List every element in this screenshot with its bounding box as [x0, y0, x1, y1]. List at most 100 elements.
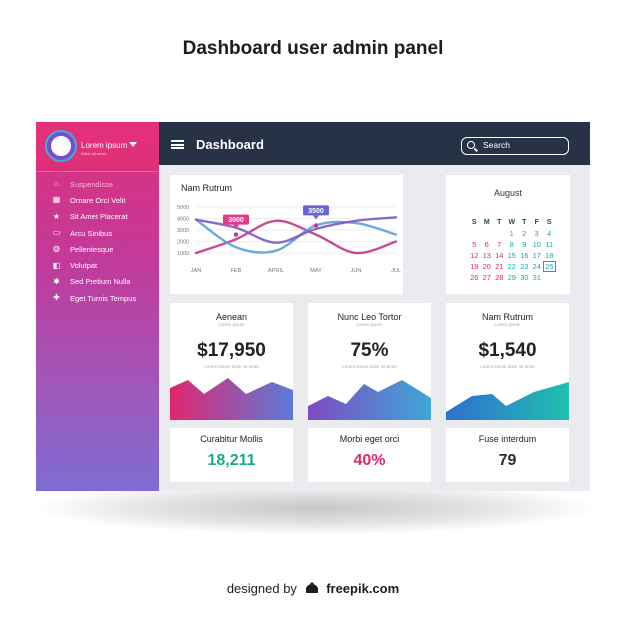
menu-icon[interactable] — [171, 140, 184, 149]
footer-brand[interactable]: freepik.com — [326, 581, 400, 596]
user-header[interactable]: Lorem ipsum Dolor sit amet — [36, 122, 159, 172]
annotation-point[interactable] — [233, 232, 239, 237]
calendar-day[interactable]: 6 — [484, 240, 489, 249]
annotation-box — [223, 214, 249, 225]
avatar[interactable] — [47, 132, 75, 160]
topbar-title: Dashboard — [196, 137, 264, 152]
calendar-day[interactable]: 23 — [520, 262, 529, 271]
sidebar-item-7[interactable]: ✚ Eget Turnis Tempus — [36, 290, 159, 306]
calendar-day[interactable]: 20 — [482, 262, 491, 271]
annotation-label: 3500 — [308, 208, 324, 215]
globe-icon: ◍ — [53, 244, 60, 254]
sidebar-item-0[interactable]: ⌂ Suspendisse — [36, 176, 159, 192]
freepik-logo-icon — [305, 582, 318, 593]
page-title: Dashboard user admin panel — [182, 38, 444, 59]
calendar-day[interactable]: 29 — [507, 273, 516, 282]
search-input[interactable]: Search — [461, 137, 569, 155]
calendar-day[interactable]: 12 — [470, 251, 479, 260]
calendar-weekday: T — [497, 219, 502, 226]
stat-subtitle: Lorem ipsum — [218, 322, 245, 327]
calendar-day[interactable]: 14 — [495, 251, 504, 260]
stat-description: Lorem ipsum dolor sit amet — [480, 364, 535, 369]
calendar-day[interactable]: 18 — [545, 251, 554, 260]
annotation-point[interactable] — [313, 223, 319, 228]
calendar-day[interactable]: 24 — [532, 262, 541, 271]
calendar-day[interactable]: 3 — [534, 229, 539, 238]
y-tick-label: 2000 — [177, 240, 189, 246]
line-chart-card: Nam Rutrum 1000 2000 3000 4000 5000 JAN FEB APR… — [170, 175, 403, 294]
annotation-pointer — [233, 224, 239, 229]
calendar-week-row: 26 27 28 29 30 31 — [468, 272, 556, 283]
stat-title: Aenean — [215, 312, 248, 322]
calendar-day[interactable]: 4 — [547, 229, 552, 238]
sidebar-nav: ⌂ Suspendisse ▦ Ornare Orci Velit ★ Sit Amet … — [36, 176, 159, 306]
stat-subtitle: Lorem ipsum — [494, 322, 521, 327]
x-tick-label: MAY — [310, 268, 322, 274]
sidebar-item-5[interactable]: ◧ Volutpat — [36, 257, 159, 273]
calendar-day[interactable]: 7 — [497, 240, 502, 249]
calendar-week-row: 12 13 14 15 16 17 18 — [468, 250, 556, 261]
chat-icon: ▭ — [52, 228, 61, 238]
sidebar-item-1[interactable]: ▦ Ornare Orci Velit — [36, 192, 159, 208]
stat-card-nunc: Nunc Leo Tortor Lorem ipsum 75% Lorem ip… — [308, 303, 431, 420]
area-chart — [170, 378, 293, 420]
calendar-card: August S M T W T F S 1 2 3 4 5 6 7 8 9 10 11 12 13 14 15 16 17 1… — [446, 175, 570, 294]
sidebar-item-label: Suspendisse — [70, 179, 113, 189]
mini-card-fuse: Fuse interdum 79 — [446, 428, 569, 482]
mini-label: Morbi eget orci — [339, 434, 400, 444]
sidebar-item-label: Sed Pretium Nulla — [70, 277, 131, 287]
calendar-day[interactable]: 22 — [507, 262, 516, 271]
user-subtitle: Dolor sit amet — [81, 151, 106, 156]
calendar-day[interactable]: 10 — [532, 240, 541, 249]
x-tick-label: JAN — [191, 268, 201, 274]
stat-value: $17,950 — [197, 340, 266, 361]
calendar-day[interactable]: 17 — [532, 251, 541, 260]
mini-card-curabitur: Curabitur Mollis 18,211 — [170, 428, 293, 482]
calendar-day[interactable]: 19 — [470, 262, 479, 271]
calendar-weekday: F — [534, 219, 539, 226]
stat-description: Lorem ipsum dolor sit amet — [342, 364, 397, 369]
mini-card-morbi: Morbi eget orci 40% — [308, 428, 431, 482]
calendar-day[interactable]: 16 — [520, 251, 529, 260]
calendar-day — [493, 228, 506, 239]
stat-title: Nunc Leo Tortor — [337, 312, 402, 322]
sidebar-item-6[interactable]: ✱ Sed Pretium Nulla — [36, 274, 159, 290]
sidebar-item-4[interactable]: ◍ Pellentesque — [36, 241, 159, 257]
calendar-day[interactable]: 27 — [482, 273, 491, 282]
star-icon: ★ — [52, 211, 61, 221]
calendar-day[interactable]: 2 — [522, 229, 527, 238]
calendar-day[interactable]: 25 — [543, 261, 556, 272]
calendar-day[interactable]: 5 — [472, 240, 477, 249]
calendar-day[interactable]: 26 — [470, 273, 479, 282]
chevron-down-icon[interactable] — [129, 142, 137, 147]
top-bar: Dashboard Search — [159, 122, 590, 165]
calendar-weekday: S — [546, 219, 552, 226]
calendar-day[interactable]: 11 — [545, 240, 554, 249]
x-tick-label: JUL — [391, 268, 401, 274]
search-icon — [467, 141, 475, 149]
calendar-day[interactable]: 9 — [522, 240, 527, 249]
calendar-day[interactable]: 21 — [495, 262, 504, 271]
sidebar-item-label: Ornare Orci Velit — [70, 195, 126, 205]
x-tick-label: APRIL — [268, 268, 284, 274]
calendar-day[interactable]: 28 — [495, 273, 504, 282]
calendar-day[interactable]: 31 — [532, 273, 541, 282]
stat-title: Nam Rutrum — [481, 312, 533, 322]
line-chart: 1000 2000 3000 4000 5000 JAN FEB APRIL MAY JUN JUL… — [177, 205, 401, 274]
calendar-day[interactable]: 30 — [520, 273, 529, 282]
calendar-weekday: T — [522, 219, 527, 226]
sidebar-item-label: Sit Amet Placerat — [70, 212, 128, 222]
annotation-pointer — [313, 215, 319, 220]
calendar-day[interactable]: 1 — [509, 229, 514, 238]
sidebar-item-2[interactable]: ★ Sit Amet Placerat — [36, 209, 159, 225]
footer-credit: designed by freepik.com — [0, 581, 626, 596]
sidebar-item-3[interactable]: ▭ Arcu Sinibus — [36, 225, 159, 241]
stat-value: $1,540 — [478, 340, 537, 361]
calendar-day[interactable]: 8 — [509, 240, 514, 249]
calendar-day[interactable]: 13 — [482, 251, 491, 260]
mini-value: 18,211 — [207, 452, 256, 469]
calendar-day[interactable]: 15 — [507, 251, 516, 260]
annotation-box — [303, 205, 329, 216]
sidebar-item-label: Pellentesque — [70, 244, 114, 254]
sidebar-item-label: Arcu Sinibus — [70, 228, 113, 238]
